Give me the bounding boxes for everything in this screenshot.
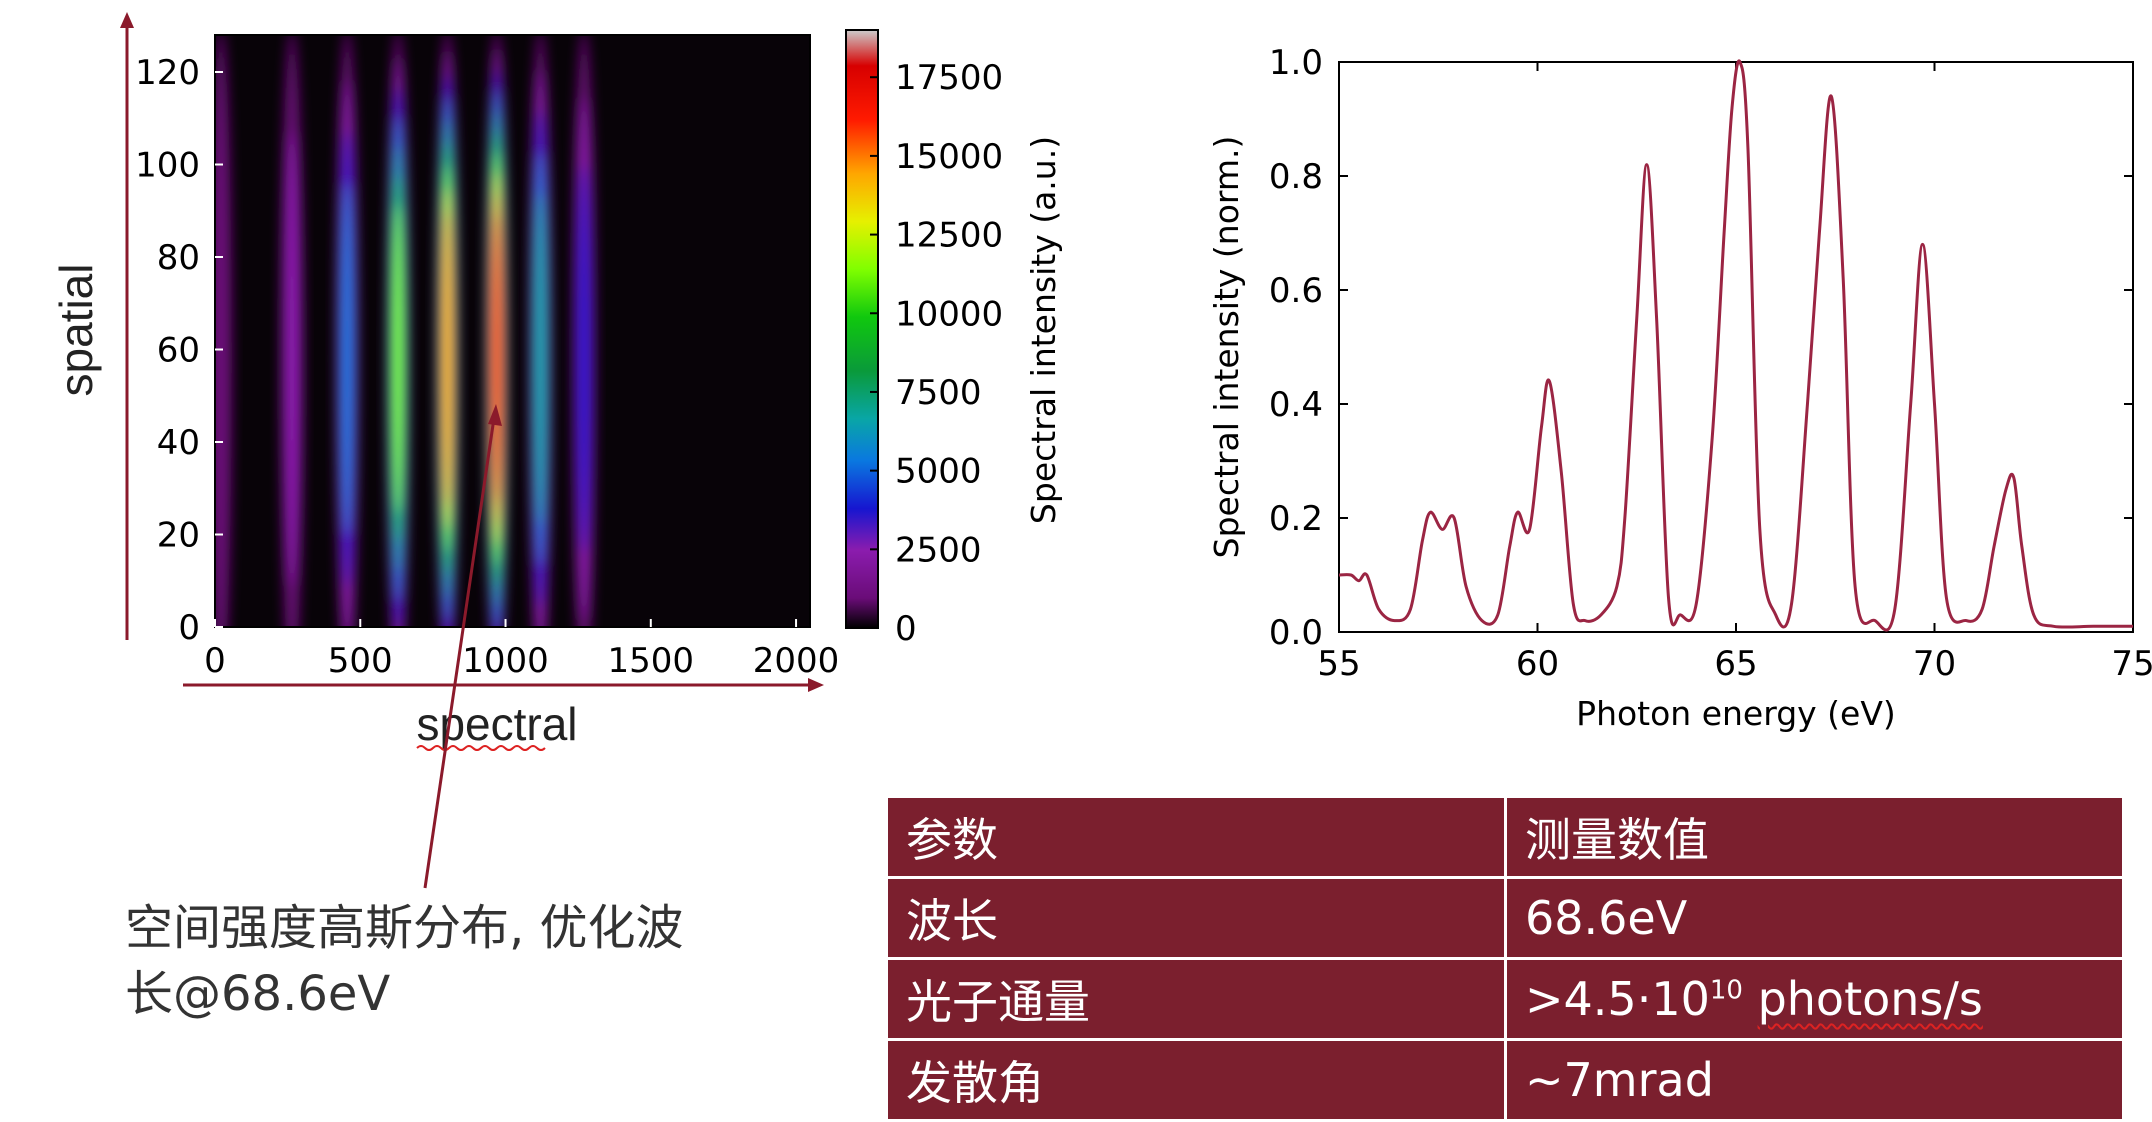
- spatial-label: spatial: [50, 264, 102, 397]
- spectrum-series-line: [1338, 59, 2133, 632]
- spectrum-x-label: Photon energy (eV): [1576, 694, 1896, 733]
- heatmap-stripe-5: [485, 35, 508, 627]
- heatmap-stripe-layer: [392, 204, 404, 514]
- row-value-photon-flux: >4.5·1010 photons/s: [1504, 957, 2125, 1041]
- heatmap-stripe-layer: [534, 192, 547, 526]
- heatmap-y-tick-label: 60: [157, 331, 200, 371]
- annotation-pointer-line: [423, 417, 496, 889]
- heatmap-y-tick-label: 0: [178, 608, 200, 648]
- heatmap-x-tick-label: 0: [204, 641, 226, 681]
- spectrum-plot-area: [1338, 61, 2134, 633]
- spectrum-x-tick-label: 65: [1714, 644, 1757, 684]
- annotation-line-2: 长@68.6eV: [125, 966, 391, 1022]
- heatmap-stripes: [215, 35, 595, 627]
- heatmap-stripe-1: [280, 35, 303, 627]
- colorbar-tick-label: 7500: [895, 373, 982, 413]
- colorbar-tick-label: 5000: [895, 452, 982, 492]
- colorbar-tick-label: 15000: [895, 137, 1003, 177]
- spectrum-x-tick-label: 75: [2111, 644, 2152, 684]
- heatmap-stripe-layer: [491, 212, 503, 505]
- heatmap-x-tick-label: 1000: [462, 641, 549, 681]
- annotation-line-1: 空间强度高斯分布, 优化波: [125, 900, 684, 956]
- heatmap-x-tick-label: 500: [328, 641, 393, 681]
- table-header-row: 参数 测量数值: [885, 795, 2125, 879]
- flux-exponent: 10: [1709, 975, 1743, 1006]
- flux-prefix: >4.5·10: [1525, 972, 1710, 1026]
- heatmap-stripe-layer: [215, 35, 232, 627]
- table-row: 光子通量 >4.5·1010 photons/s: [885, 957, 2125, 1041]
- spectrum-x-tick-label: 55: [1317, 644, 1360, 684]
- heatmap-plot-area: [214, 34, 811, 628]
- annotation-pointer-head: [488, 404, 502, 426]
- spectrum-y-tick-label: 1.0: [1269, 43, 1323, 83]
- colorbar-tick-label: 17500: [895, 58, 1003, 98]
- heatmap-x-tick-label: 1500: [608, 641, 695, 681]
- colorbar-tick-label: 2500: [895, 530, 982, 570]
- spectrum-y-tick-label: 0.0: [1269, 613, 1323, 653]
- row-name-divergence: 发散角: [885, 1038, 1507, 1122]
- colorbar: [845, 29, 879, 629]
- heatmap-y-tick-label: 80: [157, 238, 200, 278]
- heatmap-y-ticks: 0 20 40 60 80 100 120: [135, 53, 223, 648]
- heatmap-stripe-layer: [441, 210, 454, 507]
- row-name-photon-flux: 光子通量: [885, 957, 1507, 1041]
- spectrum-y-tick-label: 0.2: [1269, 499, 1323, 539]
- annotation-caption: 空间强度高斯分布, 优化波 长@68.6eV: [125, 895, 765, 1027]
- heatmap-stripe-layer: [577, 165, 591, 553]
- heatmap-stripe-layer: [284, 131, 300, 587]
- heatmap-y-tick-label: 20: [157, 516, 200, 556]
- spatial-arrow-head: [120, 12, 134, 28]
- spectrum-y-tick-label: 0.6: [1269, 271, 1323, 311]
- heatmap-y-tick-label: 100: [135, 146, 200, 186]
- spectrum-y-label: Spectral intensity (norm.): [1207, 136, 1246, 559]
- spectral-arrow-head: [808, 678, 824, 692]
- heatmap-stripe-layer: [340, 182, 354, 536]
- heatmap-stripe-6: [529, 35, 552, 627]
- colorbar-tick-label: 0: [895, 609, 917, 649]
- heatmap-stripe-0: [215, 35, 232, 627]
- table-row: 波长 68.6eV: [885, 876, 2125, 960]
- heatmap-x-tick-label: 2000: [753, 641, 840, 681]
- spectral-label: spectral: [416, 698, 577, 750]
- spectrum-y-tick-label: 0.8: [1269, 157, 1323, 197]
- spectrum-ticks: 55 60 65 70 75 0.0 0.2 0.4 0.6 0.8 1.0: [1269, 43, 2152, 684]
- table-row: 发散角 ~7mrad: [885, 1038, 2125, 1122]
- row-value-wavelength: 68.6eV: [1504, 876, 2125, 960]
- colorbar-label: Spectral intensity (a.u.): [1024, 136, 1063, 524]
- heatmap-y-tick-label: 40: [157, 423, 200, 463]
- heatmap-stripe-4: [436, 35, 459, 627]
- heatmap-frame: [214, 34, 811, 628]
- heatmap-stripe-3: [387, 35, 410, 627]
- flux-unit: photons/s: [1757, 972, 1983, 1026]
- spectrum-x-tick-label: 70: [1913, 644, 1956, 684]
- heatmap-stripe-2: [336, 35, 359, 627]
- parameters-table: 参数 测量数值 波长 68.6eV 光子通量 >4.5·1010 photons…: [885, 795, 2125, 1122]
- header-measured-value: 测量数值: [1504, 795, 2125, 879]
- spectral-spellcheck-squiggle: [416, 745, 546, 751]
- spectrum-y-tick-label: 0.4: [1269, 385, 1323, 425]
- header-parameter: 参数: [885, 795, 1507, 879]
- row-name-wavelength: 波长: [885, 876, 1507, 960]
- heatmap-y-tick-label: 120: [135, 53, 200, 93]
- colorbar-tick-label: 10000: [895, 294, 1003, 334]
- colorbar-ticks: 0 2500 5000 7500 10000 12500 15000 17500: [870, 58, 1003, 649]
- heatmap-stripe-7: [572, 35, 595, 627]
- row-value-divergence: ~7mrad: [1504, 1038, 2125, 1122]
- spectrum-x-tick-label: 60: [1516, 644, 1559, 684]
- colorbar-tick-label: 12500: [895, 216, 1003, 256]
- heatmap-x-ticks: 0 500 1000 1500 2000: [204, 619, 839, 681]
